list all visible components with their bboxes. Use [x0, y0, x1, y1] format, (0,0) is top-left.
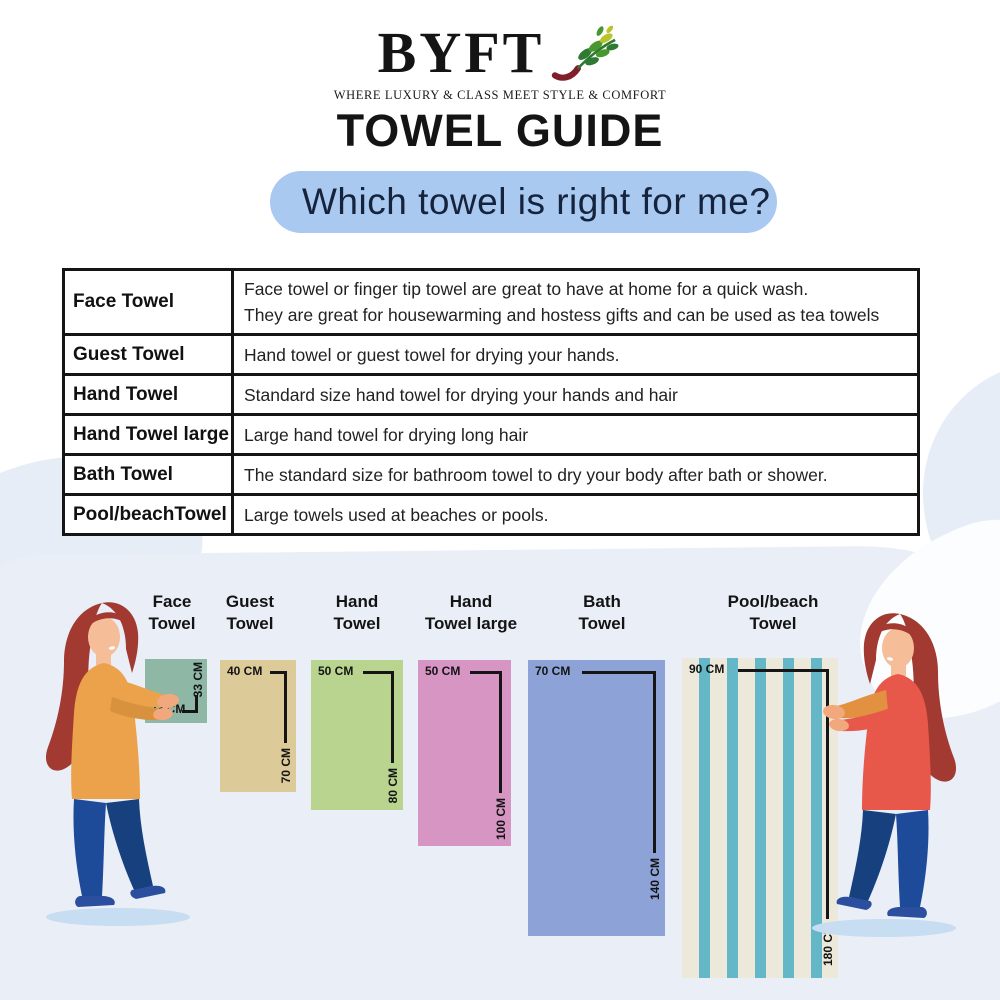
label-line: Towel	[226, 614, 274, 633]
towel-type-cell: Hand Towel	[65, 376, 234, 413]
question-banner-text: Which towel is right for me?	[302, 181, 771, 222]
bath-towel-swatch: 70 CM 140 CM	[528, 660, 665, 936]
width-measurement: 70 CM	[535, 664, 571, 678]
right-woman-illustration	[812, 606, 962, 941]
desc-line: The standard size for bathroom towel to …	[244, 464, 828, 485]
label-line: Hand	[449, 592, 493, 611]
towel-desc-cell: Standard size hand towel for drying your…	[234, 376, 917, 413]
size-label-pool-beach-towel: Pool/beach Towel	[712, 591, 834, 635]
height-measurement: 140 CM	[648, 858, 662, 901]
corner-bracket	[182, 695, 198, 713]
measure-line-horizontal	[363, 671, 394, 674]
brand-logo: BYFT	[0, 22, 1000, 91]
width-measurement: 90 CM	[689, 662, 725, 676]
measure-line-vertical	[826, 669, 829, 919]
size-label-bath-towel: Bath Towel	[562, 591, 642, 635]
towel-type-cell: Bath Towel	[65, 456, 234, 493]
desc-line: They are great for housewarming and host…	[244, 305, 880, 325]
page-title: TOWEL GUIDE	[336, 105, 664, 156]
label-line: Towel	[749, 614, 797, 633]
towel-desc-cell: The standard size for bathroom towel to …	[234, 456, 917, 493]
brand-tagline: WHERE LUXURY & CLASS MEET STYLE & COMFOR…	[333, 88, 667, 102]
towel-desc-cell: Hand towel or guest towel for drying you…	[234, 336, 917, 373]
table-row: Bath Towel The standard size for bathroo…	[65, 453, 917, 493]
question-banner: Which towel is right for me?	[270, 171, 777, 233]
measure-line-vertical	[653, 671, 656, 853]
size-label-face-towel: Face Towel	[132, 591, 212, 635]
towel-desc-cell: Large towels used at beaches or pools.	[234, 496, 917, 533]
towel-type-cell: Hand Towel large	[65, 416, 234, 453]
table-row: Face Towel Face towel or finger tip towe…	[65, 271, 917, 333]
leaf-sprig-icon	[548, 24, 622, 91]
desc-line: Large towels used at beaches or pools.	[244, 504, 549, 525]
table-row: Guest Towel Hand towel or guest towel fo…	[65, 333, 917, 373]
label-line: Hand	[335, 592, 379, 611]
table-row: Hand Towel Standard size hand towel for …	[65, 373, 917, 413]
width-measurement: 50 CM	[425, 664, 461, 678]
width-measurement: 40 CM	[227, 664, 263, 678]
label-line: Towel	[333, 614, 381, 633]
measure-line-horizontal	[582, 671, 656, 674]
label-line: Towel	[148, 614, 196, 633]
table-row: Pool/beachTowel Large towels used at bea…	[65, 493, 917, 533]
label-line: Pool/beach	[727, 592, 819, 611]
guest-towel-swatch: 40 CM 70 CM	[220, 660, 296, 792]
label-line: Face	[152, 592, 192, 611]
desc-line: Hand towel or guest towel for drying you…	[244, 344, 620, 365]
pool-beach-towel-swatch: 90 CM 180 CM	[682, 658, 838, 978]
left-woman-illustration	[40, 595, 190, 930]
towel-desc-cell: Large hand towel for drying long hair	[234, 416, 917, 453]
towel-type-cell: Face Towel	[65, 271, 234, 333]
desc-line: Face towel or finger tip towel are great…	[244, 279, 809, 299]
table-row: Hand Towel large Large hand towel for dr…	[65, 413, 917, 453]
measure-line-horizontal	[738, 669, 829, 672]
measure-line-vertical	[391, 671, 394, 763]
hand-towel-large-swatch: 50 CM 100 CM	[418, 660, 511, 846]
brand-name: BYFT	[377, 20, 545, 85]
height-measurement: 33 CM	[191, 662, 205, 698]
measure-line-horizontal	[270, 671, 287, 674]
size-label-hand-towel-large: Hand Towel large	[410, 591, 532, 635]
desc-line: Large hand towel for drying long hair	[244, 424, 529, 445]
towel-type-cell: Pool/beachTowel	[65, 496, 234, 533]
height-measurement: 70 CM	[279, 748, 293, 784]
label-line: Towel large	[424, 614, 518, 633]
desc-line: Standard size hand towel for drying your…	[244, 384, 678, 405]
measure-line-vertical	[499, 671, 502, 793]
towel-desc-cell: Face towel or finger tip towel are great…	[234, 271, 917, 333]
measure-line-horizontal	[470, 671, 502, 674]
towel-guide-table: Face Towel Face towel or finger tip towe…	[62, 268, 920, 536]
measure-line-vertical	[284, 671, 287, 743]
towel-type-cell: Guest Towel	[65, 336, 234, 373]
width-measurement: 50 CM	[318, 664, 354, 678]
size-label-guest-towel: Guest Towel	[210, 591, 290, 635]
hand-towel-swatch: 50 CM 80 CM	[311, 660, 403, 810]
label-line: Towel	[578, 614, 626, 633]
height-measurement: 80 CM	[386, 768, 400, 804]
height-measurement: 100 CM	[494, 798, 508, 841]
label-line: Bath	[583, 592, 621, 611]
size-label-hand-towel: Hand Towel	[317, 591, 397, 635]
label-line: Guest	[225, 592, 275, 611]
